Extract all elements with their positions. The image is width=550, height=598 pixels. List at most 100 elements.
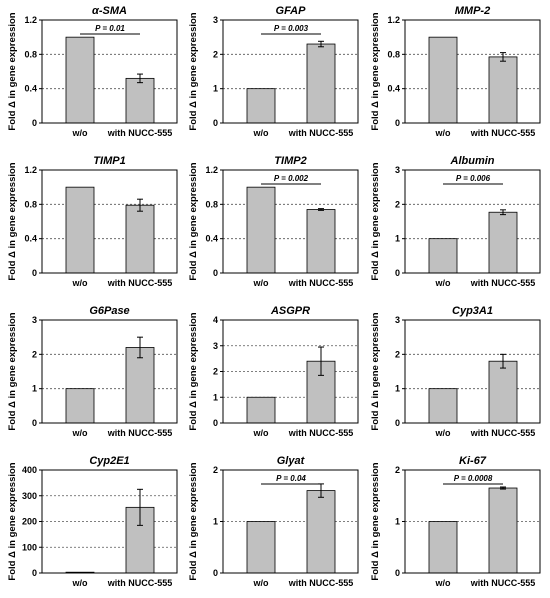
p-value-label: P = 0.0008 (454, 474, 493, 483)
plot-frame (41, 319, 178, 424)
chart-panel-12: Ki-67 Fold Δ in gene expression 0 1 2 w/o with… (370, 455, 541, 588)
p-value-label: P = 0.002 (274, 174, 309, 183)
category-label: w/o (253, 578, 270, 588)
y-tick-label: 2 (395, 199, 400, 209)
chart-title: G6Pase (89, 305, 129, 317)
category-label: with NUCC-555 (107, 578, 173, 588)
y-axis-label: Fold Δ in gene expression (370, 162, 381, 280)
bar-2 (125, 77, 155, 124)
bar-1 (428, 36, 458, 124)
p-value-label: P = 0.01 (95, 24, 125, 33)
bar-1 (428, 388, 458, 424)
y-tick-label: 3 (395, 165, 400, 175)
chart-panel-1: α-SMA Fold Δ in gene expression 0 0.4 0.8 1.2… (7, 5, 178, 138)
y-tick-label: 0.4 (24, 234, 37, 244)
chart-panel-5: TIMP2 Fold Δ in gene expression 0 0.4 0.8 1.2… (188, 155, 359, 288)
plot-frame (41, 469, 178, 574)
y-tick-label: 0 (395, 568, 400, 578)
plot-frame (222, 169, 359, 274)
y-tick-label: 1 (213, 392, 218, 402)
chart-title: Ki-67 (459, 455, 487, 467)
chart-panel-8: ASGPR Fold Δ in gene expression 0 1 2 3 4 w/o wi… (188, 305, 359, 438)
category-label: with NUCC-555 (470, 278, 536, 288)
category-label: with NUCC-555 (107, 428, 173, 438)
bar-1 (65, 186, 95, 274)
category-label: w/o (72, 128, 89, 138)
chart-title: TIMP1 (93, 155, 125, 167)
bar-2 (125, 204, 155, 274)
y-tick-label: 1.2 (24, 165, 37, 175)
chart-panel-7: G6Pase Fold Δ in gene expression 0 1 2 3 w/o wi… (7, 305, 178, 438)
y-tick-label: 1 (395, 234, 400, 244)
y-tick-label: 300 (22, 491, 37, 501)
category-label: w/o (72, 428, 89, 438)
chart-title: ASGPR (270, 305, 310, 317)
bar-2 (306, 43, 336, 124)
p-value-label: P = 0.006 (456, 174, 491, 183)
y-axis-label: Fold Δ in gene expression (7, 312, 18, 430)
category-label: with NUCC-555 (470, 128, 536, 138)
category-label: w/o (72, 578, 89, 588)
chart-title: Cyp3A1 (452, 305, 493, 317)
category-label: with NUCC-555 (288, 128, 354, 138)
y-tick-label: 0 (32, 268, 37, 278)
chart-panel-2: GFAP Fold Δ in gene expression 0 1 2 3 w/o with… (188, 5, 359, 138)
chart-panel-6: Albumin Fold Δ in gene expression 0 1 2 3 w/o w… (370, 155, 541, 288)
bar-1 (65, 36, 95, 124)
plot-frame (222, 19, 359, 124)
plot-frame (41, 169, 178, 274)
plot-frame (41, 19, 178, 124)
y-tick-label: 1 (395, 384, 400, 394)
y-tick-label: 0 (213, 418, 218, 428)
y-tick-label: 1.2 (24, 15, 37, 25)
chart-title: Glyat (277, 455, 306, 467)
chart-title: TIMP2 (274, 155, 306, 167)
chart-panel-3: MMP-2 Fold Δ in gene expression 0 0.4 0.8 1.2… (370, 5, 541, 138)
category-label: w/o (435, 128, 452, 138)
y-tick-label: 0 (213, 268, 218, 278)
plot-frame (404, 169, 541, 274)
bar-1 (428, 521, 458, 574)
y-tick-label: 3 (213, 15, 218, 25)
y-tick-label: 0 (32, 568, 37, 578)
bar-2 (488, 56, 518, 124)
y-tick-label: 100 (22, 542, 37, 552)
category-label: w/o (253, 428, 270, 438)
y-axis-label: Fold Δ in gene expression (188, 12, 199, 130)
y-tick-label: 1 (395, 517, 400, 527)
y-tick-label: 0.8 (387, 49, 400, 59)
y-tick-label: 0 (395, 418, 400, 428)
y-axis-label: Fold Δ in gene expression (188, 162, 199, 280)
y-tick-label: 1 (213, 84, 218, 94)
plot-frame (222, 469, 359, 574)
chart-title: Albumin (450, 155, 495, 167)
y-tick-label: 2 (213, 49, 218, 59)
category-label: with NUCC-555 (107, 128, 173, 138)
bar-2 (488, 360, 518, 424)
bar-2 (306, 490, 336, 574)
y-axis-label: Fold Δ in gene expression (7, 462, 18, 580)
y-axis-label: Fold Δ in gene expression (188, 462, 199, 580)
bar-1 (246, 186, 276, 274)
category-label: w/o (435, 278, 452, 288)
chart-title: Cyp2E1 (89, 455, 129, 467)
y-axis-label: Fold Δ in gene expression (7, 162, 18, 280)
y-tick-label: 1 (213, 517, 218, 527)
y-tick-label: 1.2 (387, 15, 400, 25)
category-label: w/o (435, 428, 452, 438)
y-tick-label: 0.4 (387, 84, 400, 94)
y-tick-label: 2 (32, 349, 37, 359)
y-tick-label: 1.2 (205, 165, 218, 175)
y-tick-label: 1 (32, 384, 37, 394)
category-label: with NUCC-555 (288, 428, 354, 438)
plot-frame (404, 319, 541, 424)
bar-2 (306, 209, 336, 274)
bar-1 (246, 396, 276, 424)
y-tick-label: 200 (22, 517, 37, 527)
y-tick-label: 0 (395, 118, 400, 128)
y-axis-label: Fold Δ in gene expression (7, 12, 18, 130)
category-label: with NUCC-555 (107, 278, 173, 288)
bar-2 (488, 211, 518, 274)
y-axis-label: Fold Δ in gene expression (370, 462, 381, 580)
